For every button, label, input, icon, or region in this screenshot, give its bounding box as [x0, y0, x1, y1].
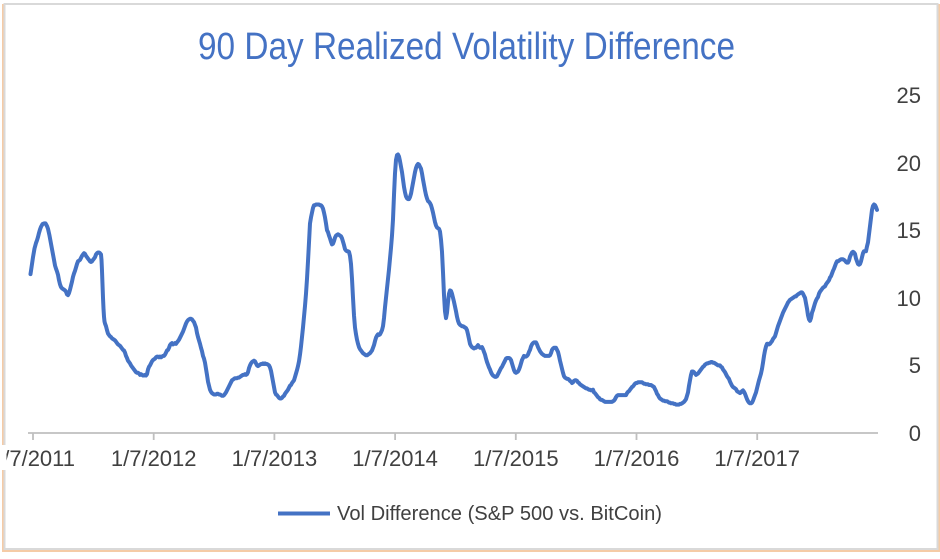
svg-text:25: 25 — [897, 83, 921, 108]
svg-text:1/7/2015: 1/7/2015 — [473, 446, 559, 471]
svg-text:15: 15 — [897, 218, 921, 243]
svg-text:1/7/2013: 1/7/2013 — [232, 446, 318, 471]
svg-text:1/7/2011: 1/7/2011 — [0, 446, 75, 471]
svg-text:0: 0 — [909, 421, 921, 446]
svg-text:1/7/2012: 1/7/2012 — [111, 446, 197, 471]
svg-text:5: 5 — [909, 353, 921, 378]
svg-text:20: 20 — [897, 151, 921, 176]
svg-text:10: 10 — [897, 286, 921, 311]
svg-text:90 Day Realized Volatility Dif: 90 Day Realized Volatility Difference — [198, 26, 735, 68]
svg-text:Vol Difference (S&P 500 vs. Bi: Vol Difference (S&P 500 vs. BitCoin) — [337, 503, 662, 525]
svg-text:1/7/2017: 1/7/2017 — [714, 446, 800, 471]
svg-text:1/7/2014: 1/7/2014 — [352, 446, 438, 471]
svg-text:1/7/2016: 1/7/2016 — [594, 446, 680, 471]
